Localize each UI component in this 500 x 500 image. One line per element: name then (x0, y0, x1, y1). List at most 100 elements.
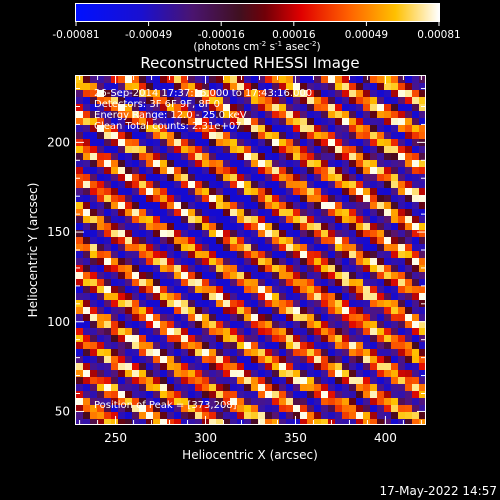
heatmap-pixel (209, 293, 217, 301)
heatmap-pixel (307, 237, 315, 245)
heatmap-pixel (209, 146, 217, 154)
heatmap-pixel (167, 349, 175, 357)
heatmap-pixel (258, 195, 266, 203)
heatmap-pixel (111, 398, 119, 406)
heatmap-pixel (230, 209, 238, 217)
heatmap-pixel (300, 328, 308, 336)
heatmap-pixel (125, 139, 133, 147)
heatmap-pixel (342, 279, 350, 287)
heatmap-pixel (160, 328, 168, 336)
heatmap-pixel (230, 181, 238, 189)
heatmap-pixel (230, 321, 238, 329)
heatmap-pixel (286, 405, 294, 413)
heatmap-pixel (195, 90, 203, 98)
heatmap-pixel (265, 125, 273, 133)
heatmap-pixel (321, 279, 329, 287)
heatmap-pixel (356, 181, 364, 189)
y-tick-label: 100 (47, 315, 70, 329)
heatmap-pixel (356, 104, 364, 112)
heatmap-pixel (125, 377, 133, 385)
heatmap-pixel (265, 97, 273, 105)
heatmap-pixel (97, 258, 105, 266)
heatmap-pixel (209, 230, 217, 238)
heatmap-pixel (314, 174, 322, 182)
heatmap-pixel (307, 391, 315, 399)
heatmap-pixel (132, 160, 140, 168)
heatmap-pixel (118, 76, 126, 84)
heatmap-pixel (363, 384, 371, 392)
heatmap-pixel (167, 321, 175, 329)
heatmap-pixel (111, 230, 119, 238)
heatmap-pixel (377, 384, 385, 392)
heatmap-pixel (377, 342, 385, 350)
heatmap-pixel (76, 391, 84, 399)
heatmap-pixel (230, 139, 238, 147)
heatmap-pixel (202, 384, 210, 392)
heatmap-pixel (174, 139, 182, 147)
heatmap-pixel (83, 153, 91, 161)
heatmap-pixel (279, 335, 287, 343)
heatmap-pixel (251, 209, 259, 217)
heatmap-pixel (398, 342, 406, 350)
heatmap-pixel (97, 181, 105, 189)
heatmap-pixel (335, 97, 343, 105)
heatmap-pixel (83, 258, 91, 266)
heatmap-pixel (377, 167, 385, 175)
colorbar-tick-label: 0.00016 (272, 29, 316, 41)
heatmap-pixel (174, 370, 182, 378)
heatmap-pixel (237, 391, 245, 399)
heatmap-pixel (258, 167, 266, 175)
heatmap-pixel (405, 300, 413, 308)
heatmap-pixel (321, 230, 329, 238)
heatmap-pixel (293, 377, 301, 385)
heatmap-pixel (118, 335, 126, 343)
heatmap-pixel (209, 349, 217, 357)
heatmap-pixel (83, 321, 91, 329)
heatmap-pixel (132, 356, 140, 364)
heatmap-pixel (251, 391, 259, 399)
heatmap-pixel (391, 272, 399, 280)
heatmap-pixel (349, 111, 357, 119)
heatmap-pixel (146, 412, 154, 420)
heatmap-pixel (160, 118, 168, 126)
heatmap-pixel (195, 314, 203, 322)
heatmap-pixel (384, 132, 392, 140)
heatmap-pixel (405, 104, 413, 112)
heatmap-pixel (405, 251, 413, 259)
heatmap-pixel (83, 216, 91, 224)
heatmap-pixel (174, 216, 182, 224)
heatmap-pixel (188, 153, 196, 161)
heatmap-pixel (391, 174, 399, 182)
heatmap-pixel (237, 118, 245, 126)
heatmap-pixel (230, 237, 238, 245)
heatmap-pixel (363, 167, 371, 175)
heatmap-pixel (321, 419, 329, 425)
heatmap-pixel (398, 377, 406, 385)
heatmap-pixel (244, 83, 252, 91)
heatmap-pixel (104, 209, 112, 217)
heatmap-pixel (188, 202, 196, 210)
heatmap-pixel (405, 97, 413, 105)
heatmap-pixel (195, 104, 203, 112)
heatmap-pixel (83, 237, 91, 245)
heatmap-pixel (363, 258, 371, 266)
heatmap-pixel (230, 272, 238, 280)
heatmap-pixel (307, 111, 315, 119)
heatmap-pixel (272, 293, 280, 301)
heatmap-pixel (307, 412, 315, 420)
heatmap-pixel (153, 244, 161, 252)
heatmap-pixel (167, 391, 175, 399)
heatmap-pixel (384, 300, 392, 308)
heatmap-pixel (384, 83, 392, 91)
heatmap-pixel (76, 279, 84, 287)
heatmap-pixel (293, 153, 301, 161)
heatmap-pixel (125, 300, 133, 308)
heatmap-pixel (384, 223, 392, 231)
heatmap-pixel (314, 160, 322, 168)
heatmap-pixel (384, 384, 392, 392)
heatmap-pixel (342, 76, 350, 84)
heatmap-pixel (349, 321, 357, 329)
heatmap-pixel (258, 356, 266, 364)
heatmap-pixel (174, 160, 182, 168)
heatmap-pixel (335, 244, 343, 252)
